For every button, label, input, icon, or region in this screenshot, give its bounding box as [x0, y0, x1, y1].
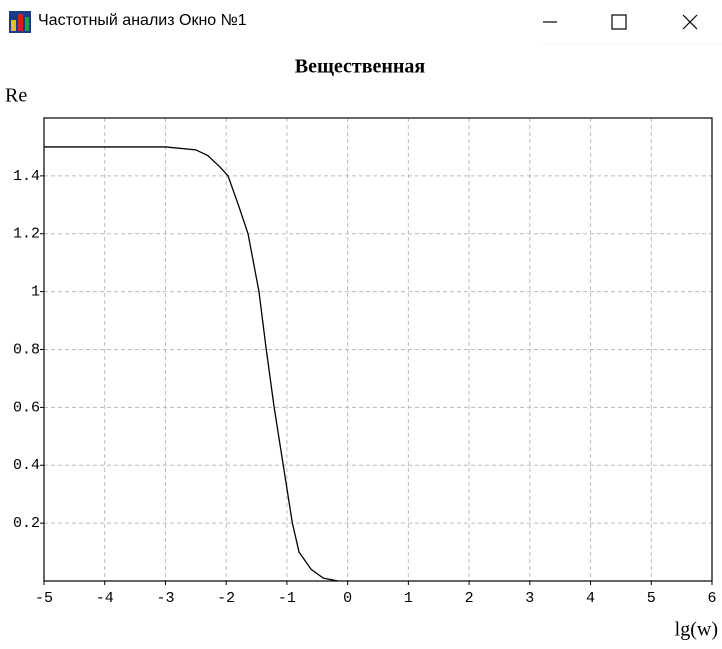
- y-axis-label: Re: [5, 85, 27, 107]
- y-tick-label: 1.4: [13, 168, 40, 185]
- y-tick-label: 1.2: [13, 226, 40, 243]
- chart-title: Вещественная: [295, 56, 426, 78]
- maximize-button[interactable]: [611, 14, 627, 30]
- x-tick-label: 0: [343, 590, 352, 607]
- x-tick-label: -3: [156, 590, 174, 607]
- x-tick-label: 1: [404, 590, 413, 607]
- y-tick-label: 0.2: [13, 515, 40, 532]
- x-tick-label: -4: [96, 590, 114, 607]
- x-tick-label: 3: [525, 590, 534, 607]
- x-tick-label: 5: [647, 590, 656, 607]
- x-tick-label: 6: [707, 590, 716, 607]
- y-tick-label: 0.6: [13, 399, 40, 416]
- x-axis-label: lg(w): [675, 619, 718, 641]
- app-icon: [9, 11, 31, 33]
- x-tick-label: 2: [465, 590, 474, 607]
- line: [44, 146, 339, 582]
- x-tick-label: -2: [217, 590, 235, 607]
- x-tick-label: 4: [586, 590, 595, 607]
- x-tick-label: -5: [35, 590, 53, 607]
- window-title: Частотный анализ Окно №1: [38, 12, 247, 29]
- close-button[interactable]: [682, 14, 698, 30]
- x-tick-label: -1: [278, 590, 296, 607]
- title-bar: Частотный анализ Окно №1: [0, 0, 722, 44]
- chart: Вещественная Re lg(w) -5 -4 -3 -2 -1 0 1 2 3 4 5 6 0…: [5, 56, 718, 641]
- plot-frame: [43, 117, 713, 582]
- y-tick-label: 0.4: [13, 457, 40, 474]
- title-bar-graphics: [9, 11, 722, 44]
- y-tick-label: 0.8: [13, 341, 40, 358]
- y-tick-label: 1: [31, 284, 40, 301]
